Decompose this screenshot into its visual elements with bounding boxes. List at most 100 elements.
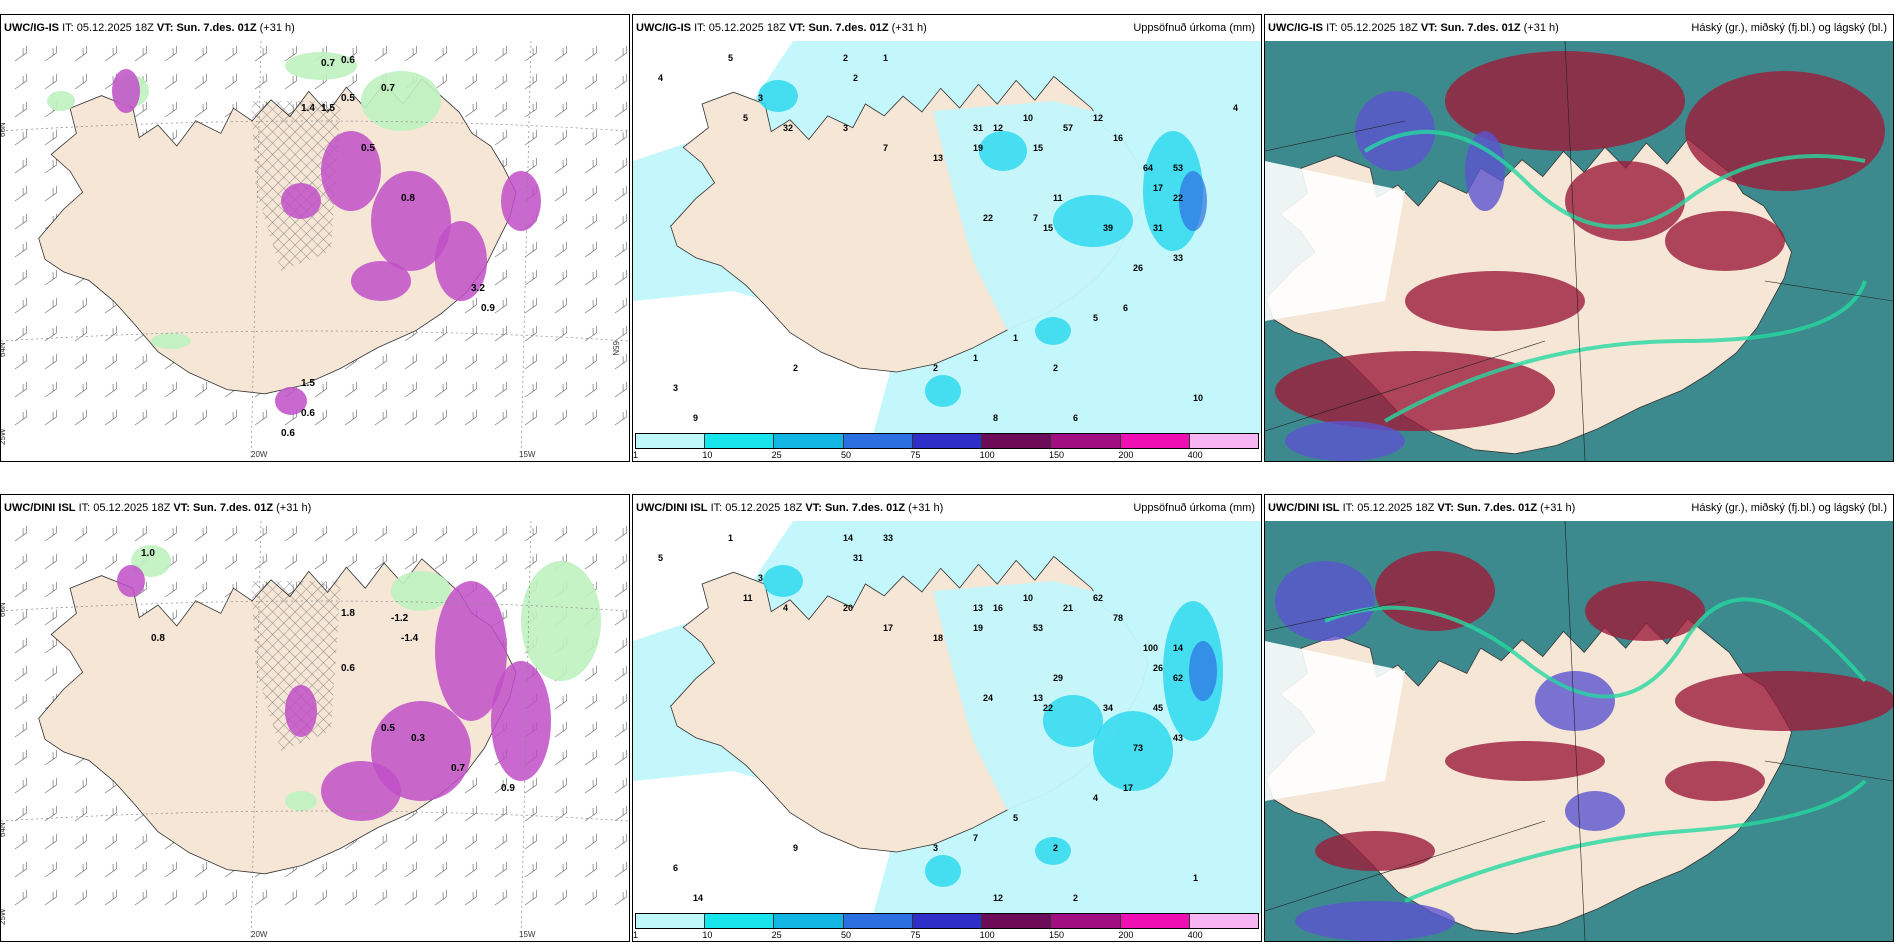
wind-barb	[614, 693, 627, 710]
vt-value: Sun. 7.des. 01Z	[192, 502, 274, 514]
precip-value: 1	[728, 533, 733, 543]
wind-barb	[524, 297, 537, 314]
colorbar-cell	[1189, 914, 1258, 928]
wind-barb	[614, 325, 627, 342]
wind-barb	[104, 805, 117, 822]
wind-barb	[194, 45, 207, 62]
precip-value: 19	[973, 623, 983, 633]
wind-barb	[44, 73, 57, 90]
wind-barb	[134, 861, 147, 878]
wind-barb	[74, 297, 87, 314]
wind-barb	[614, 73, 627, 90]
precip-value: 1	[1013, 333, 1018, 343]
wind-barb	[494, 409, 507, 426]
wind-barb	[434, 861, 447, 878]
wind-barb	[524, 777, 537, 794]
wind-barb	[74, 353, 87, 370]
wind-barb	[44, 525, 57, 542]
low-cloud-area	[1535, 671, 1615, 731]
wind-barb	[14, 241, 27, 258]
precip-value: 3	[673, 383, 678, 393]
panel-header: UWC/IG-IS IT: 05.12.2025 18Z VT: Sun. 7.…	[1, 15, 629, 41]
wind-barb	[14, 325, 27, 342]
wind-barb	[614, 101, 627, 118]
it-value: 05.12.2025 18Z	[725, 502, 803, 514]
mid-cloud-area	[1445, 741, 1605, 781]
precip-value: 22	[983, 213, 993, 223]
wind-barb	[554, 101, 567, 118]
wind-barb	[494, 297, 507, 314]
cloud-edge-contour	[1324, 597, 1867, 903]
snow-value: -1.4	[401, 633, 419, 644]
wind-barb	[494, 353, 507, 370]
wind-barb	[224, 45, 237, 62]
it-label: IT:	[1342, 502, 1355, 514]
wind-barb	[614, 889, 627, 906]
snow-value: 0.7	[451, 763, 465, 774]
wind-barb	[434, 325, 447, 342]
it-label: IT:	[710, 502, 723, 514]
precip-value: 11	[1053, 193, 1063, 203]
wind-barb	[314, 553, 327, 570]
precip-value: 10	[1023, 113, 1033, 123]
wind-barb	[584, 777, 597, 794]
precip-value: 5	[743, 113, 748, 123]
wind-barb	[44, 889, 57, 906]
wind-barb	[404, 409, 417, 426]
precip-value: 34	[1103, 703, 1113, 713]
axis-label: 15W	[519, 930, 536, 939]
wind-barb	[584, 157, 597, 174]
latitude-line	[1, 120, 629, 132]
wind-barb	[554, 381, 567, 398]
colorbar-cell	[1120, 434, 1190, 448]
it-value: 05.12.2025 18Z	[93, 502, 171, 514]
it-value: 05.12.2025 18Z	[1340, 22, 1418, 34]
wind-barb	[494, 269, 507, 286]
vt-label: VT:	[1437, 502, 1454, 514]
colorbar-cell	[1189, 434, 1258, 448]
mid-cloud-area	[1405, 271, 1585, 331]
precip-value: 14	[843, 533, 853, 543]
wind-barb	[524, 381, 537, 398]
wind-barb	[584, 45, 597, 62]
wind-barb	[374, 353, 387, 370]
colorbar-tick-label: 50	[841, 450, 852, 460]
wind-barb	[44, 665, 57, 682]
precip-value: 31	[1153, 223, 1163, 233]
wind-barb	[14, 101, 27, 118]
light-snow-area	[285, 791, 317, 811]
wind-barb	[194, 889, 207, 906]
wind-barb	[44, 833, 57, 850]
precip-value: 9	[693, 413, 698, 423]
precip-value: 62	[1173, 673, 1183, 683]
wind-barb	[614, 749, 627, 766]
wind-barb	[74, 805, 87, 822]
vt-label: VT:	[1420, 22, 1438, 34]
wind-barb	[464, 101, 477, 118]
mid-cloud-area	[1685, 71, 1885, 191]
precip-value: 15	[1043, 223, 1053, 233]
low-cloud-area	[1285, 421, 1405, 461]
wind-barb	[194, 861, 207, 878]
wind-barb	[104, 833, 117, 850]
snow-value: 1.0	[141, 548, 155, 559]
wind-barb	[554, 157, 567, 174]
precip-value: 4	[1093, 793, 1098, 803]
wind-barb	[14, 409, 27, 426]
panel-dini-clouds: UWC/DINI ISL IT: 05.12.2025 18Z VT: Sun.…	[1264, 494, 1894, 942]
latitude-line	[1, 330, 629, 342]
it-value: 05.12.2025 18Z	[1357, 502, 1435, 514]
wind-barb	[584, 269, 597, 286]
wind-barb	[554, 241, 567, 258]
latitude-line	[1764, 280, 1893, 302]
wind-barb	[464, 381, 477, 398]
precip-value: 16	[993, 603, 1003, 613]
wind-barb	[614, 833, 627, 850]
precip-value: 17	[1123, 783, 1133, 793]
axis-label: 66N	[1, 122, 7, 137]
wind-barb	[554, 269, 567, 286]
precip-value: 22	[1043, 703, 1053, 713]
precip-value: 10	[1023, 593, 1033, 603]
colorbar-cell	[705, 914, 775, 928]
wind-barb	[614, 721, 627, 738]
